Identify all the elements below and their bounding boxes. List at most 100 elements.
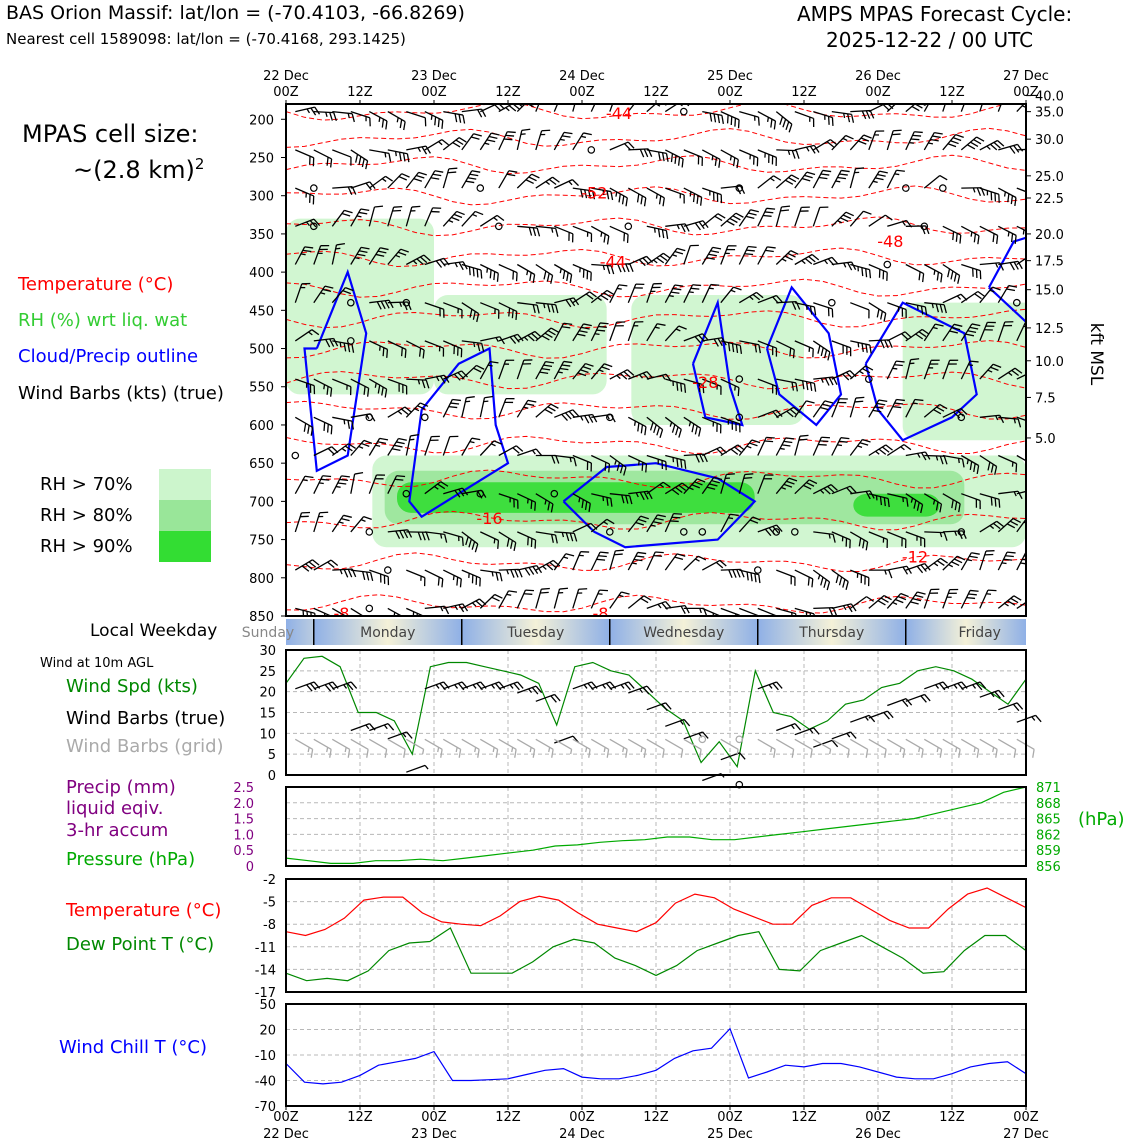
barb-flag (459, 578, 462, 588)
barb-flag (418, 348, 422, 357)
temperature-panel: -2-5-8-11-14-17 (255, 873, 1027, 1001)
precip-tick-label: 1.5 (233, 813, 254, 828)
barb-half-flag (857, 342, 860, 348)
barb-flag (970, 589, 979, 592)
barb-flag (584, 415, 590, 424)
calm-circle (735, 735, 744, 744)
barb-flag (461, 537, 464, 546)
barb-flag (749, 519, 759, 524)
barb-half-flag (493, 538, 496, 544)
barb-half-flag (495, 337, 499, 342)
wind-barb (443, 110, 466, 124)
barb-half-flag (875, 495, 878, 501)
barb-half-flag (578, 497, 581, 503)
wind-barb (332, 149, 352, 166)
pressure-tick-label: 868 (1036, 797, 1061, 812)
barb-flag (462, 603, 469, 612)
wind-barb (498, 170, 518, 189)
barb-half-flag (469, 441, 475, 444)
pressure-tick-label: 800 (249, 572, 274, 587)
barb-flag (721, 115, 724, 124)
wind-barb (997, 517, 1022, 533)
wind-barb (461, 302, 480, 323)
wind-barb (309, 184, 318, 192)
barb-flag (968, 593, 977, 596)
barb-half-flag (545, 181, 550, 186)
barb-half-flag (829, 749, 832, 755)
barb-shaft (294, 416, 313, 428)
barb-half-flag (843, 113, 846, 119)
barb-flag (920, 537, 922, 546)
barb-half-flag (618, 594, 624, 598)
barb-flag (645, 463, 648, 473)
barb-flag (823, 487, 831, 495)
barb-flag (310, 749, 314, 758)
barb-flag (555, 304, 559, 314)
barb-flag (680, 459, 683, 468)
wind-barb (979, 520, 1004, 533)
barb-flag (388, 299, 394, 309)
barb-flag (646, 685, 654, 694)
wind-barb (942, 493, 961, 513)
barb-half-flag (302, 610, 305, 616)
barb-half-flag (957, 458, 960, 464)
barb-flag (830, 139, 838, 146)
barb-flag (775, 157, 777, 166)
barb-half-flag (899, 747, 902, 753)
wind-barb (794, 171, 816, 189)
barb-flag (961, 458, 965, 468)
barb-flag (910, 138, 920, 141)
barb-shaft (553, 588, 561, 609)
barb-flag (661, 460, 664, 470)
barb-flag (835, 574, 839, 584)
barb-half-flag (837, 444, 843, 447)
barb-half-flag (491, 571, 494, 577)
barb-half-flag (600, 231, 603, 237)
barb-flag (732, 157, 736, 167)
barb-flag (380, 300, 386, 310)
barb-shaft (368, 738, 387, 750)
barb-flag (471, 541, 476, 550)
barb-flag (822, 169, 832, 173)
barb-flag (524, 567, 531, 576)
barb-shaft (590, 104, 601, 112)
barb-shaft (1016, 488, 1026, 495)
wind-barb (590, 551, 609, 571)
barb-half-flag (882, 537, 885, 543)
barb-shaft (1016, 551, 1026, 571)
barb-flag (731, 343, 735, 353)
barb-flag (550, 534, 554, 543)
barb-shaft (831, 569, 849, 583)
barb-flag (931, 359, 940, 361)
wind-barb (516, 263, 536, 284)
barb-flag (522, 363, 532, 365)
barb-half-flag (523, 406, 529, 409)
calm-circle (587, 146, 596, 154)
pressure-tick-label: 250 (249, 151, 274, 166)
barb-flag (571, 233, 574, 243)
wind-barb (609, 104, 618, 112)
wind-barb (738, 245, 757, 265)
wind-barb-true (813, 739, 839, 748)
barb-flag (671, 424, 676, 433)
barb-half-flag (640, 747, 643, 753)
barb-flag (452, 141, 461, 148)
wind-barb (517, 225, 541, 237)
barb-half-flag (343, 684, 348, 689)
barb-shaft (813, 739, 833, 748)
barb-half-flag (824, 259, 829, 265)
barb-flag (935, 501, 939, 511)
barb-flag (554, 534, 558, 544)
barb-half-flag (483, 400, 489, 403)
wind-barb-grid (479, 738, 499, 758)
barb-flag (1009, 146, 1016, 154)
barb-flag (532, 749, 536, 758)
wind-barb (665, 187, 685, 204)
barb-flag (643, 595, 652, 601)
wind-barb (461, 263, 483, 279)
top-hour-label: 12Z (643, 85, 669, 100)
wind-barb (535, 531, 558, 544)
barb-shaft (720, 149, 739, 161)
barb-half-flag (817, 574, 821, 580)
wind-barb (849, 210, 872, 227)
